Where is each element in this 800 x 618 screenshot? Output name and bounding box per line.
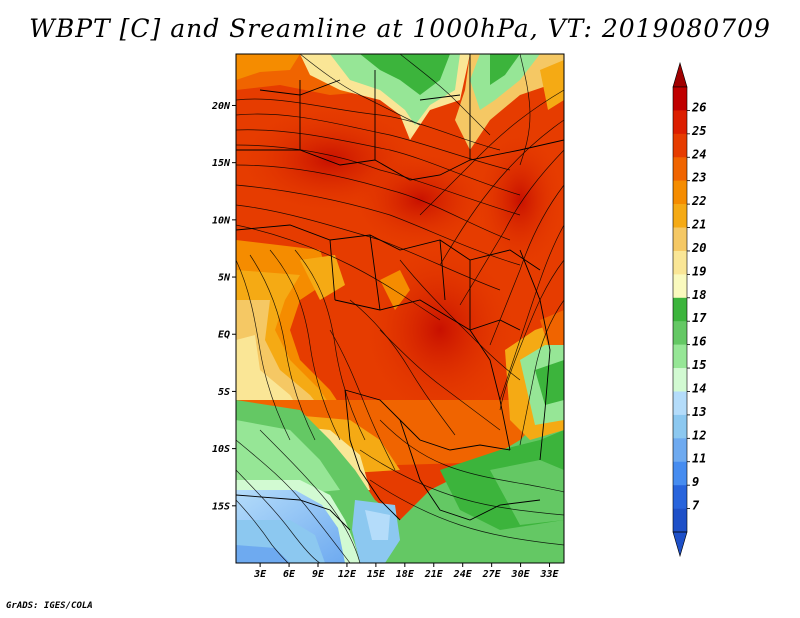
map-title: WBPT [C] and Sreamline at 1000hPa, VT: 2… [29,14,771,43]
streamlines [236,54,564,563]
lon-tick-label: 24E [453,569,473,580]
lon-tick-label: 30E [511,569,531,580]
colorbar-label: 15 [692,358,706,372]
lon-tick-label: 27E [482,569,502,580]
colorbar-swatch [673,391,687,416]
colorbar-label: 24 [691,147,706,161]
colorbar-swatch [673,227,687,252]
colorbar-swatch [673,157,687,181]
colorbar-swatch [673,461,687,486]
lon-tick-label: 21E [424,569,444,580]
lat-tick-label: 15S [212,501,230,512]
colorbar-swatch [673,133,687,158]
latitude-axis: 20N 15N 10N 5N EQ 5S 10S 15S [211,101,236,512]
colorbar-swatch [673,485,687,509]
colorbar-label: 26 [691,100,706,114]
lon-tick-label: 9E [312,569,325,580]
colorbar-top-arrow [672,61,688,88]
longitude-axis: 3E 6E 9E 12E 15E 18E 21E 24E 27E 30E 33E [253,563,560,580]
lat-tick-label: 10S [212,444,230,455]
colorbar-swatch [673,438,687,463]
colorbar-swatch [673,297,687,322]
colorbar-label: 18 [692,288,706,302]
colorbar-label: 20 [691,241,706,255]
colorbar-label: 12 [692,428,706,442]
colorbar-label: 13 [692,405,706,419]
colorbar: 26 25 24 23 22 21 20 19 18 17 16 15 14 13 12 11 9 7 [672,61,707,558]
lat-tick-label: 5N [218,273,231,284]
colorbar-swatch [673,414,687,439]
colorbar-label: 11 [692,452,706,466]
colorbar-label: 23 [691,171,706,185]
lon-tick-label: 33E [539,569,559,580]
colorbar-label: 19 [692,264,706,278]
map-field [236,54,564,563]
colorbar-label: 17 [692,311,707,325]
country-borders [236,54,564,531]
lat-tick-label: 15N [212,158,231,169]
lat-tick-label: 20N [211,101,231,112]
colorbar-label: 7 [692,499,700,513]
colorbar-label: 14 [692,381,706,395]
colorbar-swatch [673,321,687,345]
colorbar-frame [672,86,688,533]
colorbar-label: 25 [691,124,706,138]
colorbar-swatch [673,274,687,299]
colorbar-swatch [673,250,687,275]
colorbar-bottom-arrow [672,531,688,558]
colorbar-swatch [673,204,687,228]
colorbar-swatch [673,508,687,533]
lat-tick-label: EQ [218,330,230,341]
grads-credit: GrADS: IGES/COLA [6,601,93,611]
colorbar-swatch [673,180,687,205]
lat-tick-label: 5S [218,387,230,398]
lon-tick-label: 18E [396,569,415,580]
colorbar-label: 21 [691,218,706,232]
lat-tick-label: 10N [212,215,231,226]
lon-tick-label: 3E [253,569,267,580]
colorbar-swatch [673,344,687,369]
lon-tick-label: 12E [338,569,357,580]
colorbar-label: 9 [692,475,699,489]
colorbar-label: 16 [692,335,706,349]
lon-tick-label: 15E [367,569,386,580]
colorbar-swatch [673,368,687,392]
colorbar-swatch [673,87,687,111]
colorbar-label: 22 [691,194,706,208]
lon-tick-label: 6E [283,569,296,580]
colorbar-swatch [673,110,687,135]
map-frame [235,53,565,564]
